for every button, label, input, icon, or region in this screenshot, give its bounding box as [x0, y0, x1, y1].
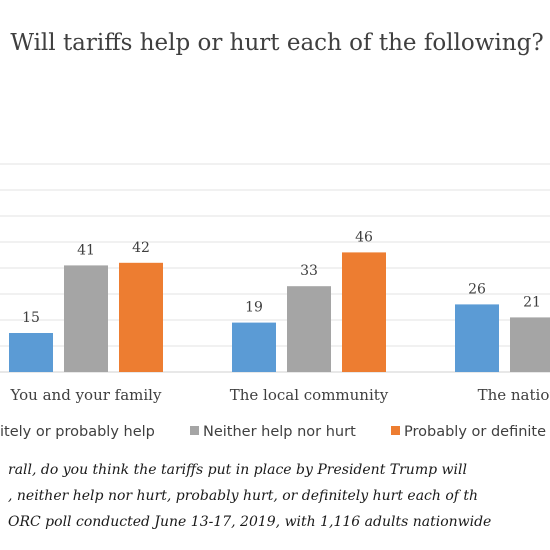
data-label: 41 — [77, 242, 95, 258]
data-label: 42 — [132, 240, 150, 256]
bar — [64, 265, 108, 372]
legend-item: Neither help nor hurt — [190, 424, 356, 440]
bar — [287, 286, 331, 372]
bar — [9, 333, 53, 372]
data-label: 26 — [468, 281, 486, 297]
bar — [342, 252, 386, 372]
legend: itely or probably help Neither help nor h… — [0, 424, 546, 440]
footnote-line: ORC poll conducted June 13-17, 2019, wit… — [8, 514, 491, 530]
legend-swatch — [190, 426, 199, 435]
legend-item: itely or probably help — [0, 424, 155, 440]
category-labels: You and your family The local community Th… — [10, 386, 550, 404]
data-label: 21 — [523, 294, 541, 310]
legend-item: Probably or definite — [391, 424, 546, 440]
data-label: 33 — [300, 263, 318, 279]
legend-swatch — [391, 426, 400, 435]
legend-label: itely or probably help — [0, 424, 155, 440]
category-label: The local community — [230, 386, 389, 404]
legend-label: Neither help nor hurt — [203, 424, 356, 440]
data-label: 46 — [355, 229, 373, 245]
bar — [455, 304, 499, 372]
category-label: You and your family — [10, 386, 162, 404]
legend-label: Probably or definite — [404, 424, 546, 440]
footnote: rall, do you think the tariffs put in pl… — [8, 462, 491, 530]
bars — [9, 252, 550, 372]
bar — [232, 322, 276, 372]
data-label: 19 — [245, 300, 263, 316]
value-labels: 15 19 26 41 33 21 42 46 — [22, 229, 541, 326]
bar — [510, 317, 550, 372]
data-label: 15 — [22, 310, 40, 326]
category-label: The national e — [478, 386, 550, 404]
bar — [119, 262, 163, 372]
footnote-line: , neither help nor hurt, probably hurt, … — [8, 488, 478, 504]
chart-title: Will tariffs help or hurt each of the fo… — [10, 30, 543, 56]
footnote-line: rall, do you think the tariffs put in pl… — [8, 462, 467, 478]
